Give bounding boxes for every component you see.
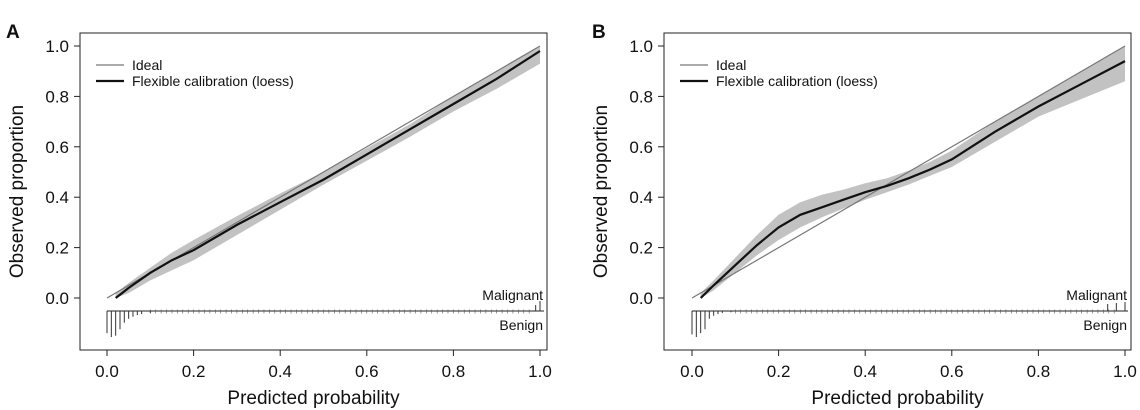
rug-malignant-label: Malignant xyxy=(1066,287,1127,303)
legend-ideal-label: Ideal xyxy=(132,57,162,73)
x-tick-label: 0.8 xyxy=(1027,362,1051,381)
x-tick-label: 0.6 xyxy=(355,362,379,381)
y-tick-label: 0.2 xyxy=(629,239,653,258)
x-tick-label: 0.4 xyxy=(268,362,292,381)
confidence-band xyxy=(115,46,540,298)
x-tick-label: 0.8 xyxy=(442,362,466,381)
x-axis-label: Predicted probability xyxy=(227,388,400,409)
panel-b: B 0.0 0.2 0.4 0.6 0.8 1.0 0.0 0.2 0.4 0.6 0.8 1.0 Pre… xyxy=(591,22,1137,409)
y-tick-label: 1.0 xyxy=(629,37,653,56)
y-tick-label: 0.8 xyxy=(45,87,69,106)
panel-letter: B xyxy=(592,22,606,43)
rug-benign-label: Benign xyxy=(1083,317,1127,333)
x-tick-label: 0.0 xyxy=(680,362,704,381)
panel-letter: A xyxy=(6,22,20,43)
confidence-band xyxy=(700,46,1125,298)
x-tick-label: 1.0 xyxy=(528,362,552,381)
y-tick-label: 0.0 xyxy=(629,289,653,308)
plot-frame xyxy=(663,32,1132,351)
ideal-line xyxy=(691,45,1126,299)
x-tick-label: 0.4 xyxy=(853,362,877,381)
y-tick-label: 0.6 xyxy=(629,138,653,157)
loess-line xyxy=(699,60,1126,299)
legend-ideal-label: Ideal xyxy=(716,57,746,73)
x-tick-label: 0.2 xyxy=(767,362,791,381)
loess-line xyxy=(115,50,541,299)
y-tick-label: 0.8 xyxy=(629,87,653,106)
y-tick-label: 0.4 xyxy=(629,188,653,207)
rug-malignant-label: Malignant xyxy=(482,287,543,303)
panel-a: A 0.0 0.2 0.4 0.6 0.8 1.0 0.0 0.2 0.4 0.6 0.8 1.0 Pre… xyxy=(6,22,552,409)
y-tick-label: 0.6 xyxy=(45,138,69,157)
x-tick-label: 1.0 xyxy=(1113,362,1137,381)
y-axis-label: Observed proportion xyxy=(591,105,612,278)
legend-loess-label: Flexible calibration (loess) xyxy=(716,73,878,89)
rug-benign-label: Benign xyxy=(499,317,543,333)
y-axis-label: Observed proportion xyxy=(7,105,28,278)
x-tick-label: 0.0 xyxy=(95,362,119,381)
y-tick-label: 0.0 xyxy=(45,289,69,308)
x-tick-label: 0.2 xyxy=(182,362,206,381)
y-tick-label: 0.4 xyxy=(45,188,69,207)
y-tick-label: 0.2 xyxy=(45,239,69,258)
legend-loess-label: Flexible calibration (loess) xyxy=(132,73,294,89)
x-tick-label: 0.6 xyxy=(940,362,964,381)
x-axis-label: Predicted probability xyxy=(811,388,984,409)
plot-frame xyxy=(79,32,548,351)
y-tick-label: 1.0 xyxy=(45,37,69,56)
